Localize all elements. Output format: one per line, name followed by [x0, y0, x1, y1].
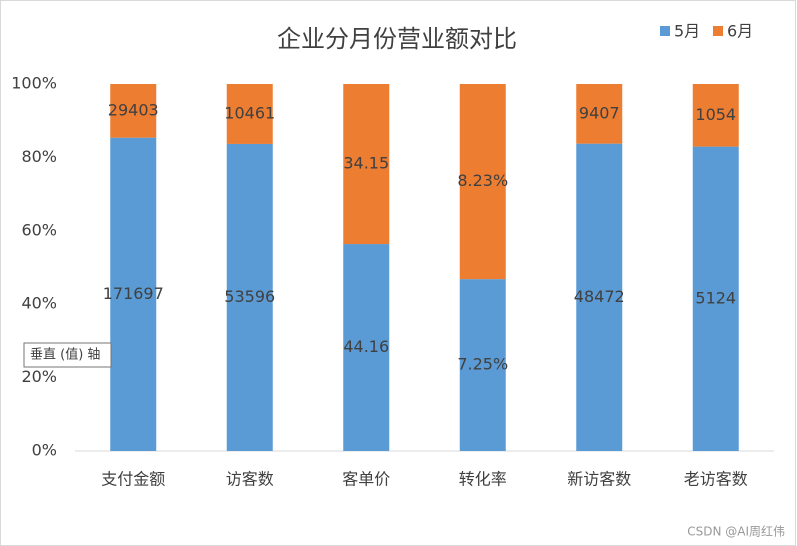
y-tick-label: 100% — [11, 74, 57, 93]
data-label: 171697 — [103, 284, 164, 303]
bar-segment — [110, 137, 157, 452]
y-tick-label: 20% — [21, 367, 57, 386]
watermark: CSDN @AI周红伟 — [687, 524, 785, 539]
data-label: 29403 — [108, 100, 159, 119]
data-label: 34.15 — [343, 154, 389, 173]
tooltip-box — [23, 342, 112, 368]
bar-segment — [459, 84, 506, 280]
bar-segment — [226, 143, 273, 452]
bar-segment — [576, 143, 623, 451]
x-tick-label: 新访客数 — [567, 470, 631, 489]
tooltip: 垂直 (值) 轴 — [30, 347, 100, 363]
data-label: 5124 — [695, 288, 736, 307]
bar-segment — [226, 84, 273, 144]
data-label: 48472 — [574, 287, 625, 306]
data-label: 7.25% — [457, 355, 508, 374]
bar-segment — [692, 146, 739, 451]
data-label: 8.23% — [457, 171, 508, 190]
data-label: 9407 — [579, 103, 620, 122]
x-tick-label: 访客数 — [226, 470, 274, 489]
x-tick-label: 转化率 — [459, 470, 507, 489]
bar-segment — [576, 84, 623, 144]
legend-label: 5月 — [674, 22, 700, 41]
y-tick-label: 40% — [21, 294, 57, 313]
data-label: 10461 — [224, 103, 275, 122]
bar-segment — [343, 244, 390, 451]
x-tick-label: 老访客数 — [684, 470, 748, 489]
y-tick-label: 60% — [21, 220, 57, 239]
data-label: 53596 — [224, 287, 275, 306]
x-tick-label: 支付金额 — [101, 470, 165, 489]
chart-title: 企业分月份营业额对比 — [277, 25, 517, 53]
bar-segment — [110, 84, 157, 138]
legend-swatch — [660, 26, 670, 36]
data-label: 1054 — [695, 105, 736, 124]
x-tick-label: 客单价 — [342, 470, 390, 489]
y-tick-label: 0% — [32, 441, 57, 460]
data-label: 44.16 — [343, 337, 389, 356]
bar-segment — [459, 279, 506, 451]
bar-segment — [343, 84, 390, 245]
bar-segment — [692, 84, 739, 147]
y-tick-label: 80% — [21, 147, 57, 166]
legend-swatch — [713, 26, 723, 36]
legend-label: 6月 — [727, 22, 753, 41]
